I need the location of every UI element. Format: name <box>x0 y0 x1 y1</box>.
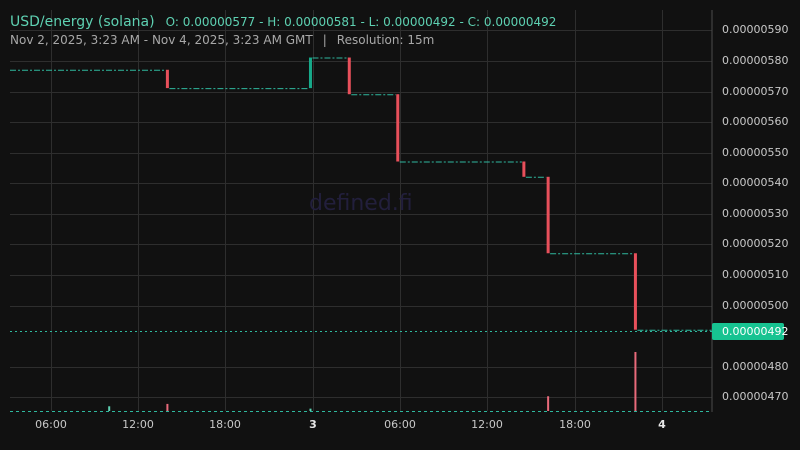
time-tick-label: 12:00 <box>471 418 503 431</box>
chart-subheader: Nov 2, 2025, 3:23 AM - Nov 4, 2025, 3:23… <box>10 33 434 47</box>
price-tick-label: 0.00000540 <box>722 176 789 189</box>
date-range: Nov 2, 2025, 3:23 AM - Nov 4, 2025, 3:23… <box>10 33 313 47</box>
price-tick-label: 0.00000480 <box>722 360 789 373</box>
candle <box>308 57 312 89</box>
volume-bar <box>166 403 169 411</box>
volume-bars <box>108 352 637 411</box>
price-tick-label: 0.00000570 <box>722 85 789 98</box>
time-tick-label: 12:00 <box>122 418 154 431</box>
price-tick-label: 0.00000520 <box>722 237 789 250</box>
candle <box>165 69 169 89</box>
time-tick-label: 18:00 <box>559 418 591 431</box>
volume-bar <box>309 408 312 411</box>
candle <box>633 253 637 330</box>
candle <box>522 161 526 177</box>
volume-bar <box>108 406 111 411</box>
time-tick-label: 4 <box>658 418 666 431</box>
chart-grid <box>10 10 712 411</box>
time-tick-label: 3 <box>309 418 317 431</box>
volume-bar <box>547 396 550 411</box>
price-tick-label: 0.00000560 <box>722 115 789 128</box>
last-price-badge: 0.00000492 <box>712 323 788 340</box>
watermark: defined.fi <box>309 191 413 216</box>
chart-header: USD/energy (solana) O: 0.00000577 - H: 0… <box>10 11 556 30</box>
price-tick-label: 0.00000550 <box>722 146 789 159</box>
time-tick-label: 18:00 <box>209 418 241 431</box>
resolution[interactable]: Resolution: 15m <box>336 33 435 47</box>
separator: | <box>322 33 327 47</box>
candle <box>347 57 351 95</box>
pair-title: USD/energy (solana) <box>10 14 155 30</box>
price-tick-label: 0.00000470 <box>722 390 789 403</box>
candle <box>396 94 400 162</box>
time-tick-label: 06:00 <box>35 418 67 431</box>
candle <box>546 176 550 254</box>
volume-bar <box>634 352 637 411</box>
price-tick-label: 0.00000510 <box>722 268 789 281</box>
time-tick-label: 06:00 <box>384 418 416 431</box>
price-tick-label: 0.00000500 <box>722 299 789 312</box>
price-tick-label: 0.00000580 <box>722 54 789 67</box>
price-tick-label: 0.00000590 <box>722 23 789 36</box>
price-tick-label: 0.00000530 <box>722 207 789 220</box>
price-series <box>10 57 712 331</box>
ohlc-values: O: 0.00000577 - H: 0.00000581 - L: 0.000… <box>165 15 557 29</box>
